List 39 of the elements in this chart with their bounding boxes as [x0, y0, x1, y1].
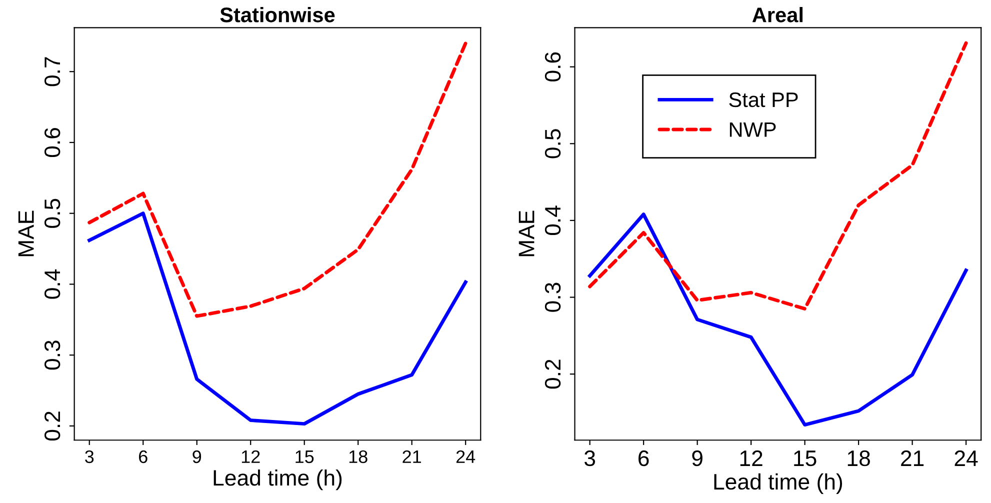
x-tick-label: 24 [456, 450, 476, 463]
line-series [588, 212, 968, 426]
x-tick-label: 24 [954, 450, 978, 466]
x-tick-label: 9 [692, 450, 702, 466]
y-tick-label: 0.5 [544, 129, 561, 158]
x-tick-label: 21 [402, 450, 422, 463]
x-tick-label: 12 [242, 450, 260, 463]
y-tick-label: 0.6 [544, 52, 561, 82]
x-tick-label: 12 [740, 450, 762, 466]
x-tick-label: 3 [85, 450, 94, 464]
y-axis-title: MAE [518, 210, 534, 256]
x-tick-label: 9 [192, 450, 202, 464]
x-tick-label: 6 [139, 450, 148, 464]
x-tick-label: 18 [349, 450, 368, 464]
y-tick-label: 0.6 [44, 128, 60, 158]
y-tick-label: 0.5 [44, 198, 60, 228]
y-tick-label: 0.3 [44, 340, 60, 370]
y-tick-label: 0.2 [544, 360, 561, 389]
x-tick-label: 3 [584, 450, 596, 466]
y-tick-label: 0.4 [44, 269, 60, 299]
legend-label: NWP [730, 122, 776, 137]
line-series [88, 42, 468, 318]
chart-title: Stationwise [220, 7, 335, 22]
x-tick-label: 15 [296, 450, 314, 464]
y-tick-label: 0.2 [44, 412, 60, 441]
x-tick-label: 6 [638, 450, 649, 466]
x-axis-title: Lead time (h) [714, 473, 842, 494]
legend-label: Stat PP [729, 92, 798, 108]
x-tick-label: 18 [848, 450, 870, 466]
line-series [88, 212, 468, 426]
x-tick-label: 21 [901, 450, 924, 466]
y-axis-title: MAE [18, 210, 34, 256]
chart-title: Areal [752, 7, 803, 22]
x-axis-title: Lead time (h) [214, 469, 342, 490]
line-series [588, 41, 968, 311]
y-tick-label: 0.3 [544, 282, 561, 312]
y-tick-label: 0.4 [544, 206, 561, 236]
x-tick-label: 15 [794, 450, 816, 466]
y-tick-label: 0.7 [44, 57, 60, 86]
